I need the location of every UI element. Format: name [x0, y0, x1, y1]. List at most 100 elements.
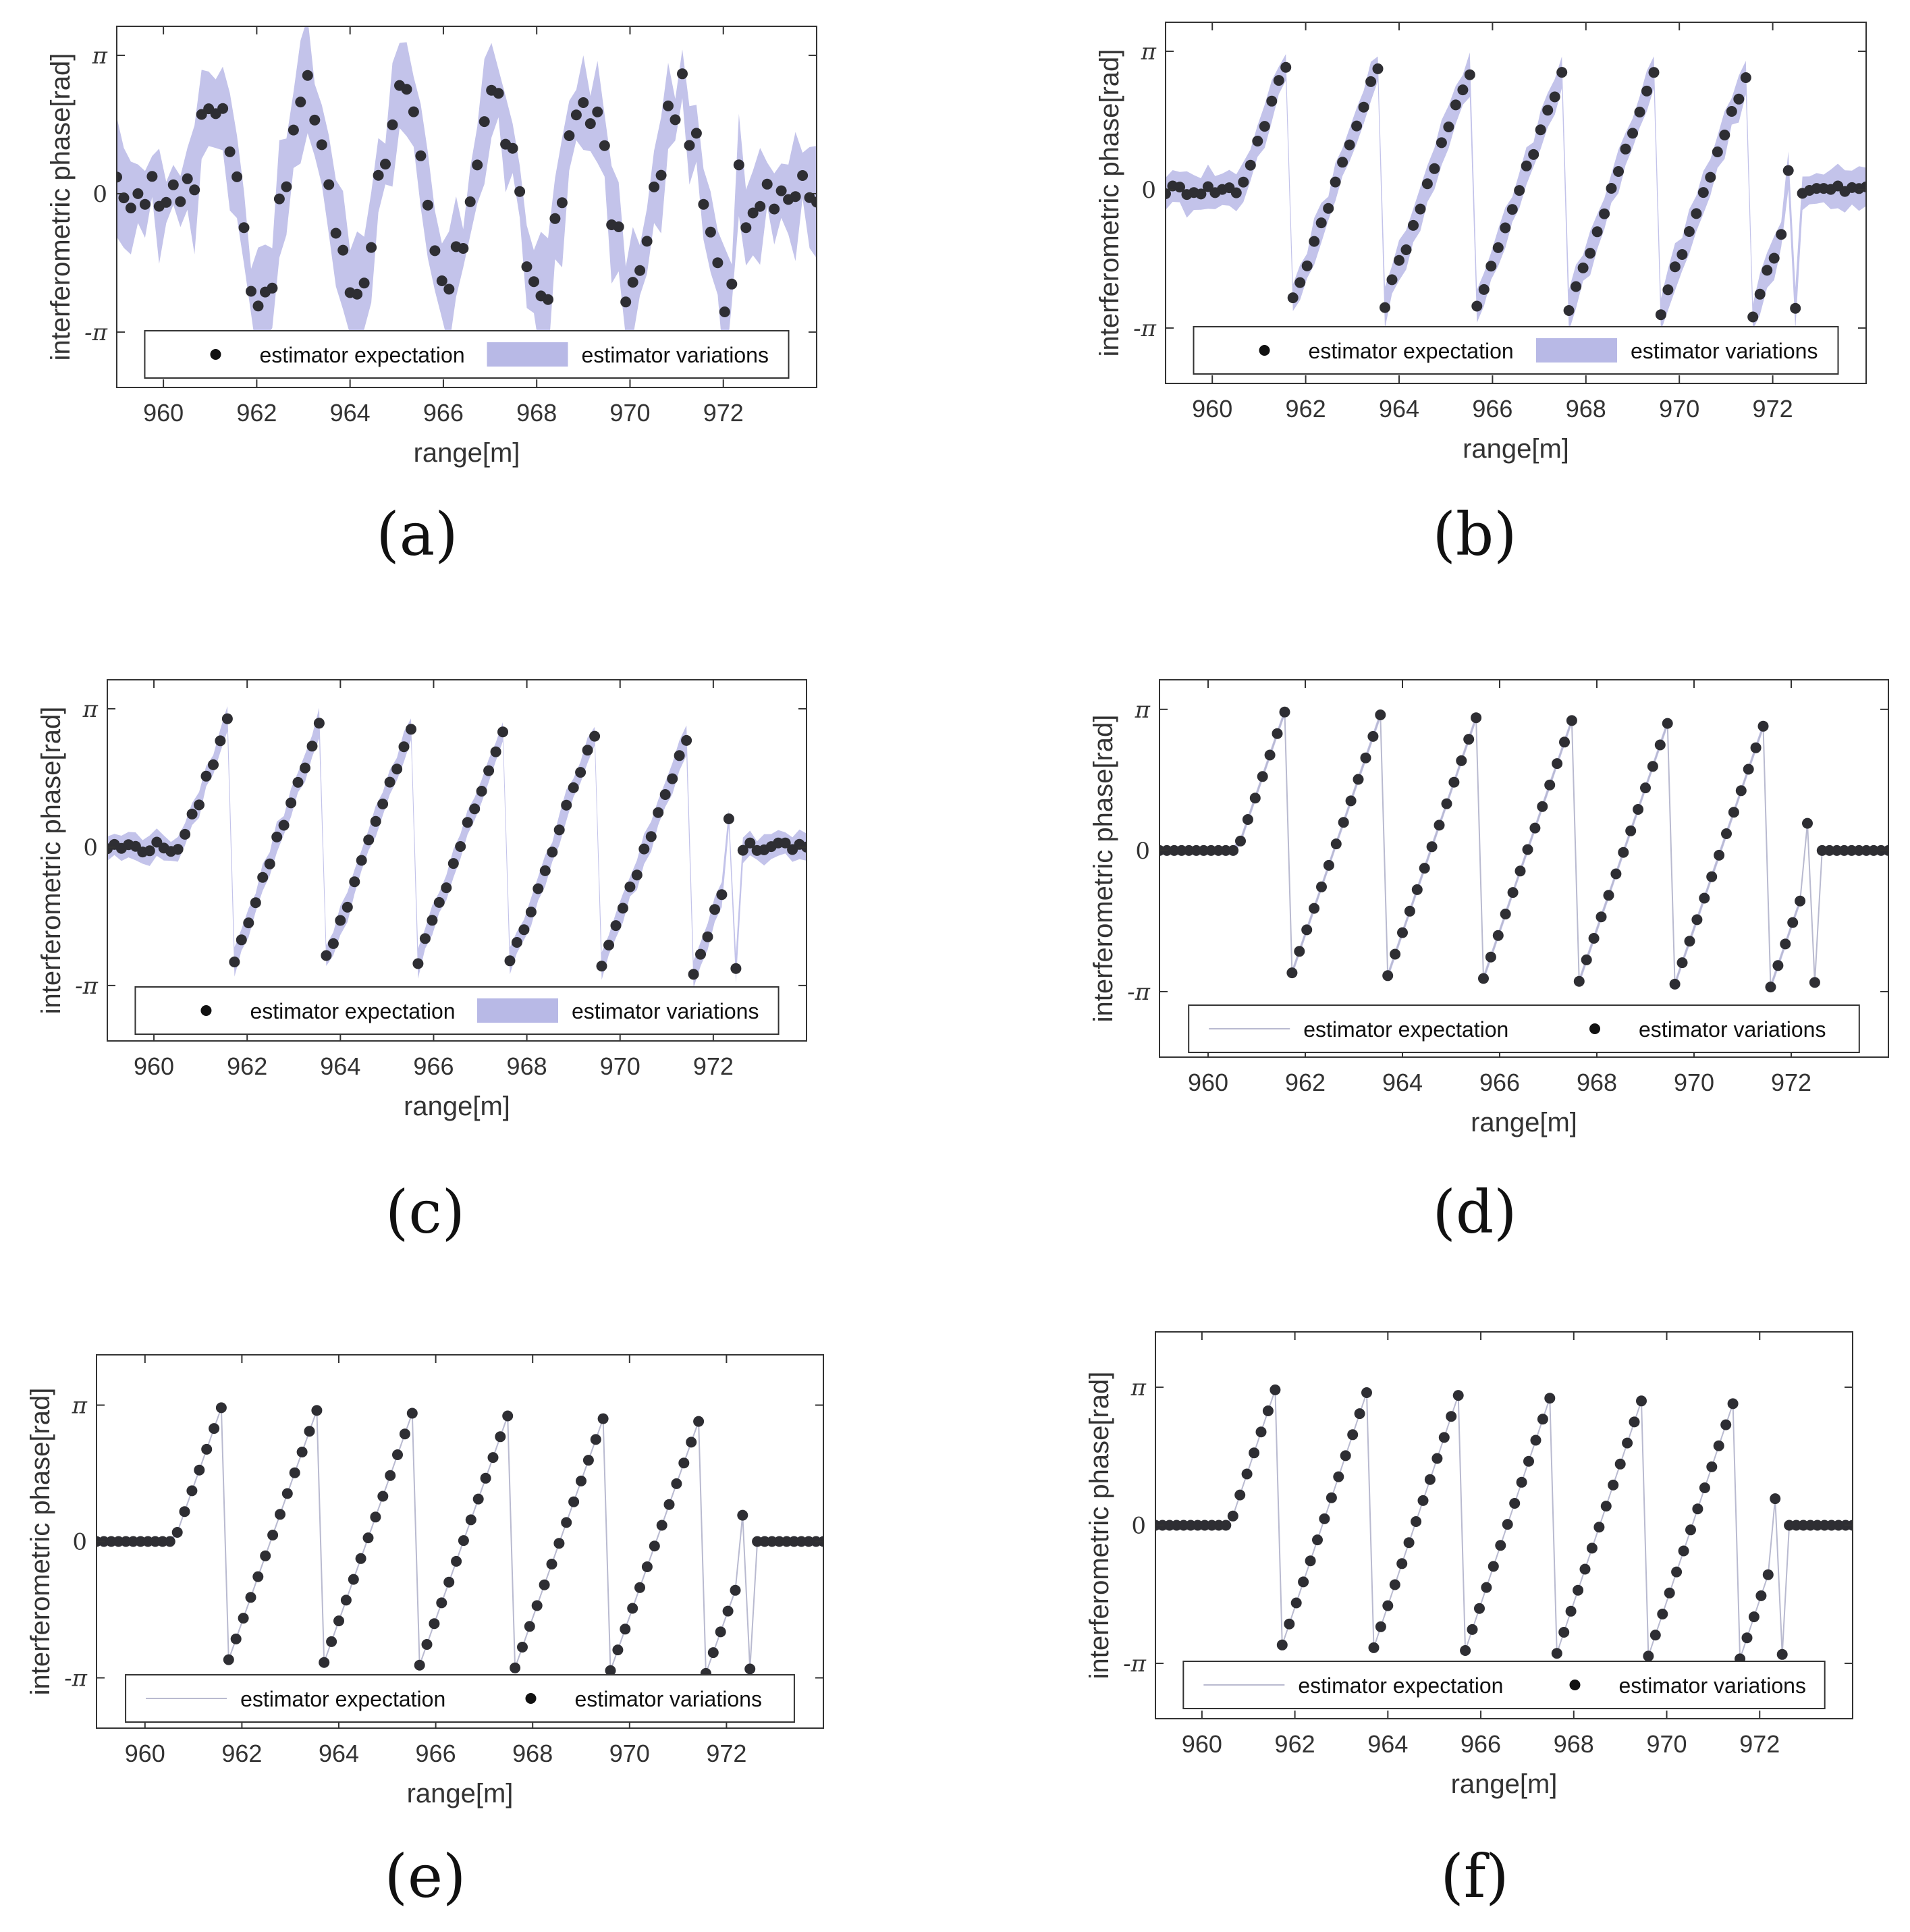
data-point — [1648, 67, 1660, 78]
plot-area-a — [117, 26, 817, 377]
data-point — [1397, 927, 1408, 938]
data-point — [733, 159, 744, 171]
data-point — [678, 1457, 690, 1469]
x-tick-label: 964 — [330, 399, 371, 427]
data-point — [1599, 208, 1610, 219]
data-point — [1585, 248, 1596, 259]
data-point — [1770, 1493, 1781, 1505]
y-tick-label: π — [1135, 697, 1151, 724]
data-point — [597, 1413, 609, 1424]
data-point — [1279, 706, 1290, 718]
legend-dot-icon — [200, 1005, 212, 1016]
data-point — [1657, 1609, 1668, 1619]
data-point — [208, 759, 219, 770]
data-point — [688, 969, 699, 980]
data-point — [264, 858, 275, 869]
data-points-b — [1166, 61, 1866, 323]
data-point — [507, 142, 518, 154]
data-point — [553, 1538, 565, 1549]
data-point — [373, 169, 384, 181]
data-point — [201, 1443, 213, 1455]
data-point — [273, 193, 285, 205]
data-point — [1424, 1474, 1436, 1485]
data-point — [419, 933, 431, 944]
data-point — [693, 1416, 705, 1427]
x-tick-label: 970 — [600, 1052, 640, 1080]
data-point — [590, 1434, 601, 1445]
data-point — [1552, 758, 1563, 770]
legend-label: estimator expectation — [1309, 339, 1514, 363]
legend-a: estimator expectation estimator variation… — [144, 330, 790, 379]
x-tick-label: 968 — [512, 1740, 553, 1767]
data-point — [490, 746, 501, 757]
data-point — [761, 178, 773, 190]
data-point — [327, 938, 339, 949]
panel-d: 960 962 964 966 968 970 972 -π 0 π range[m] interfe… — [955, 644, 1910, 1288]
data-point — [408, 106, 419, 117]
y-axis-label: interferometric phase[rad] — [1089, 715, 1118, 1023]
data-point — [285, 797, 297, 809]
data-point — [421, 1639, 433, 1650]
data-point — [627, 277, 638, 288]
legend-band-icon — [1536, 338, 1617, 363]
data-point — [363, 834, 375, 846]
data-point — [443, 1576, 455, 1588]
data-point — [1367, 730, 1379, 742]
data-point — [511, 937, 522, 948]
data-point — [472, 159, 483, 171]
data-point — [358, 277, 370, 289]
data-point — [144, 845, 155, 857]
data-point — [377, 799, 389, 809]
data-point — [531, 1600, 543, 1611]
legend-f: estimator expectation estimator variation… — [1182, 1661, 1826, 1709]
data-point — [1438, 1432, 1450, 1443]
data-point — [335, 915, 346, 926]
data-point — [1245, 159, 1256, 171]
data-point — [1634, 107, 1645, 117]
data-point — [458, 1535, 469, 1547]
data-point — [1579, 1563, 1591, 1575]
data-point — [427, 915, 438, 926]
plot-area-b — [1166, 52, 1866, 331]
data-point — [1629, 1416, 1640, 1428]
legend-label: estimator variations — [1631, 339, 1818, 363]
data-point — [631, 869, 643, 881]
data-point — [1417, 1495, 1429, 1506]
x-tick-label: 972 — [693, 1052, 734, 1080]
x-axis-label: range[m] — [404, 1092, 510, 1121]
x-tick-label: 968 — [1566, 395, 1606, 423]
y-axis-label: interferometric phase[rad] — [1095, 49, 1124, 357]
data-point — [677, 68, 688, 80]
data-point — [398, 741, 410, 753]
data-point — [1411, 884, 1423, 895]
legend-box — [134, 986, 780, 1035]
data-point — [570, 109, 582, 121]
data-point — [1573, 975, 1585, 987]
legend-band-icon — [487, 342, 568, 367]
data-point — [146, 171, 158, 182]
data-point — [1586, 1542, 1598, 1554]
chart-b: 960 962 964 966 968 970 972 -π 0 π range[m] interfe… — [1095, 22, 1867, 464]
x-tick-label: 964 — [320, 1052, 360, 1080]
data-point — [1782, 165, 1794, 176]
data-point — [744, 1663, 756, 1675]
data-point — [1625, 825, 1637, 836]
y-tick-label: -π — [64, 1665, 87, 1692]
data-point — [267, 282, 278, 294]
data-point — [546, 1559, 557, 1569]
data-point — [311, 1405, 323, 1416]
data-point — [161, 196, 172, 208]
data-point — [355, 1553, 366, 1564]
data-point — [1264, 749, 1276, 761]
y-tick-label: -π — [1123, 1651, 1146, 1678]
data-point — [1353, 774, 1364, 785]
data-point — [1542, 105, 1554, 116]
data-point — [252, 300, 264, 312]
data-point — [469, 803, 481, 815]
data-point — [1330, 838, 1342, 850]
panel-f: 960 962 964 966 968 970 972 -π 0 π range[m] interfe… — [955, 1288, 1910, 1932]
data-point — [1603, 890, 1614, 901]
axes-frame-c — [107, 679, 807, 1042]
data-point — [1467, 1624, 1478, 1635]
data-point — [1368, 1642, 1380, 1653]
